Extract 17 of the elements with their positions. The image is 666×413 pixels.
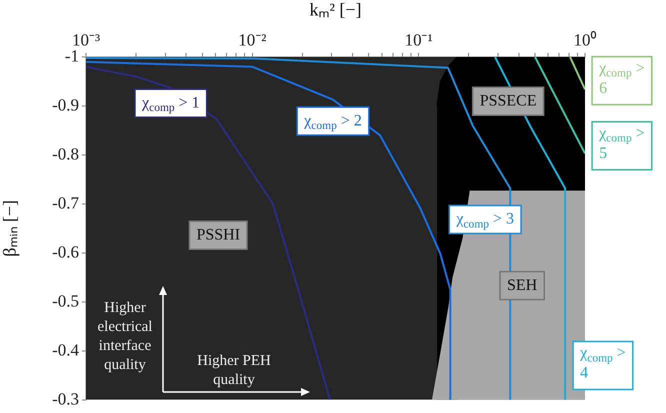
x-tick-label: 10⁰ xyxy=(574,30,596,50)
annotation: Higher PEH quality xyxy=(197,352,272,388)
x-tick-label: 10⁻¹ xyxy=(404,30,433,50)
y-tick-label: -0.8 xyxy=(52,144,79,164)
y-tick-label: -0.7 xyxy=(52,193,80,212)
y-axis-title: βₘᵢₙ [−] xyxy=(0,200,20,257)
x-axis-title: kₘ² [−] xyxy=(309,0,362,20)
series-label: SEH xyxy=(507,276,538,294)
y-tick-label: -0.5 xyxy=(52,291,79,310)
annotation: Higher electrical interface quality xyxy=(98,300,152,373)
y-tick-label: -0.9 xyxy=(52,95,79,114)
y-tick-label: -0.3 xyxy=(52,389,79,408)
series-label: PSSECE xyxy=(480,92,537,110)
series-label: PSSHI xyxy=(196,226,240,244)
y-tick-label: -0.4 xyxy=(52,340,80,360)
y-tick-label: -0.6 xyxy=(52,242,79,262)
x-tick-label: 10⁻² xyxy=(238,30,266,50)
